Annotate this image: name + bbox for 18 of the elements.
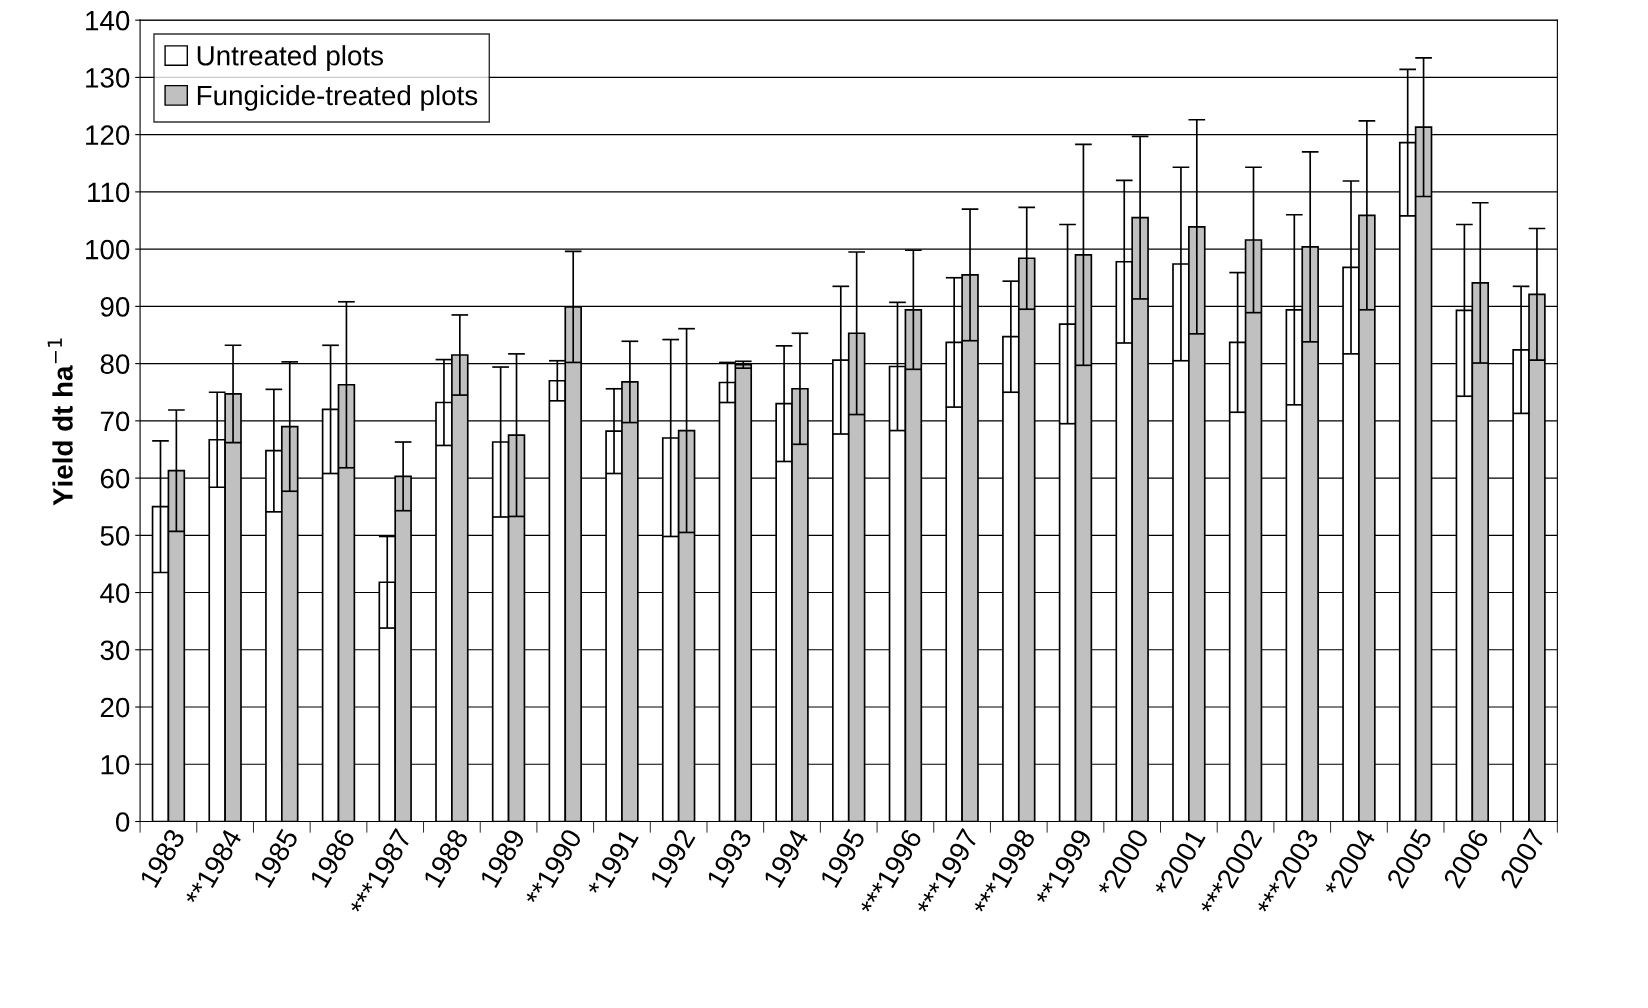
- y-tick-label: 70: [100, 411, 130, 432]
- y-tick-label: 20: [100, 697, 130, 718]
- y-tick-label: 80: [100, 354, 130, 374]
- y-tick-label: 110: [88, 182, 130, 203]
- y-axis-title: Yield dt ha$^{−1}$: [47, 338, 73, 506]
- y-tick-label: 50: [100, 525, 130, 546]
- y-tick-label: 0: [116, 812, 130, 832]
- y-tick-label: 120: [86, 125, 130, 145]
- y-tick-label: 100: [86, 239, 130, 260]
- y-tick-label: 140: [86, 10, 130, 31]
- legend-label: Fungicide-treated plots: [197, 84, 478, 111]
- y-tick-label: 130: [86, 68, 130, 88]
- legend-label: Untreated plots: [197, 45, 384, 72]
- y-tick-label: 10: [101, 754, 130, 775]
- y-tick-label: 30: [100, 640, 130, 661]
- y-tick-label: 60: [100, 468, 130, 489]
- y-tick-label: 90: [100, 297, 130, 317]
- y-tick-label: 40: [100, 583, 130, 603]
